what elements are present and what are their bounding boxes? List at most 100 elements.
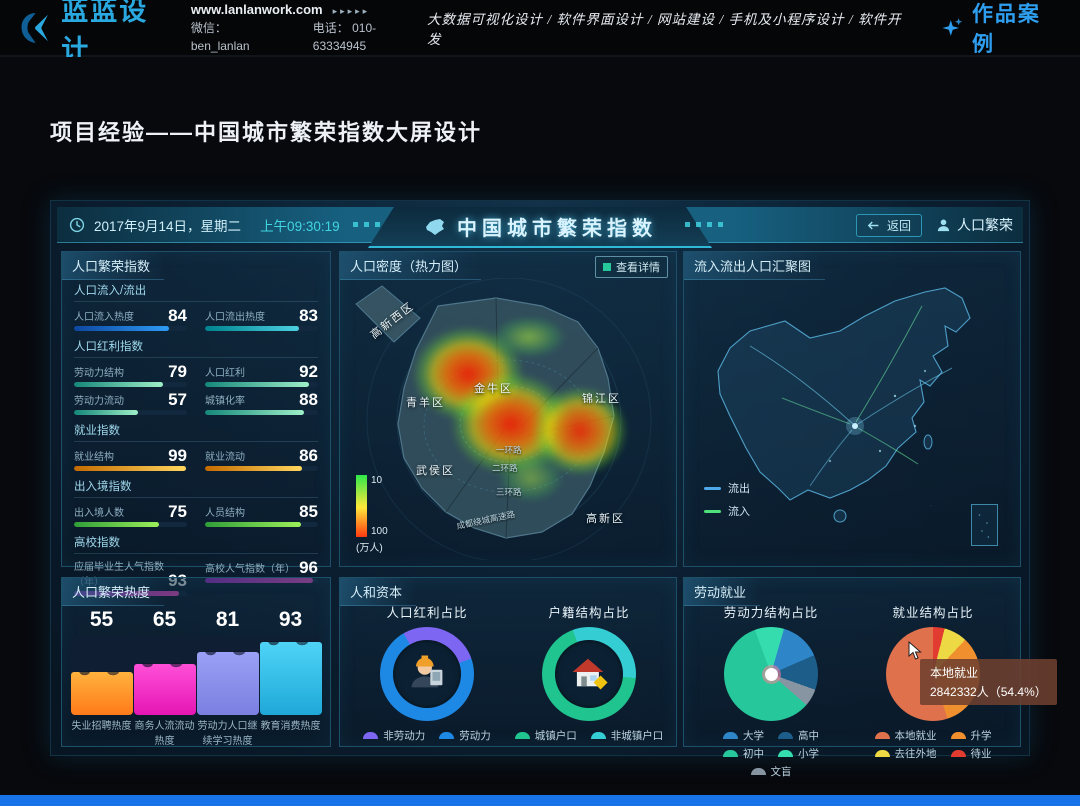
- metric-bar-fill: [74, 382, 164, 387]
- deco-dots-right: [685, 222, 723, 227]
- dashboard-topbar: 2017年9月14日，星期二 上午09:30:19 中国城市繁荣指数: [57, 207, 1023, 248]
- mode-selector[interactable]: 人口繁荣: [936, 215, 1013, 235]
- legend-item: 劳动力: [439, 728, 491, 743]
- contact-block: www.lanlanwork.com ▸▸▸▸▸ 微信： ben_lanlan 电…: [191, 0, 427, 55]
- metric-value: 83: [299, 306, 318, 325]
- legend-swatch: [439, 732, 455, 739]
- panel-title: 流入流出人口汇聚图: [684, 252, 826, 280]
- pie-chart[interactable]: [724, 627, 818, 721]
- district-label: 金牛区: [474, 383, 513, 395]
- pie-chart[interactable]: 本地就业 2842332人（54.4%）: [886, 627, 1057, 721]
- legend-item: 非城镇户口: [590, 728, 663, 743]
- legend-swatch: [950, 750, 966, 757]
- metric-header: 人员结构 85: [205, 503, 318, 520]
- legend-label: 小学: [798, 748, 819, 760]
- metric-label: 城镇化率: [205, 396, 245, 407]
- chart-title: 户籍结构占比: [548, 606, 630, 620]
- china-flow-map[interactable]: 流出 流入: [690, 276, 1014, 560]
- city-heatmap[interactable]: 高新西区 青羊区 金牛区 锦江区 武侯区 高新区 一环路 二环路 三环路 成都绕城高速路 10 1…: [346, 278, 670, 560]
- heat-tanks: 55 失业招聘热度 65 商务人流流动热度 81 劳动力人口继续学习热度 93 教育消费热度: [70, 608, 322, 747]
- metric-bar-fill: [74, 410, 139, 415]
- tank-body: [133, 637, 196, 715]
- tank-value: 81: [215, 608, 240, 631]
- legend-label: 文盲: [770, 766, 792, 778]
- main-area: 项目经验——中国城市繁荣指数大屏设计 2017年9月14日，星期二 上午09:3…: [0, 57, 1080, 806]
- back-button[interactable]: 返回: [855, 213, 922, 237]
- detail-button-icon: [603, 263, 611, 271]
- panel-title: 人口繁荣指数: [62, 252, 165, 280]
- metric-bar-track: [205, 382, 318, 387]
- metric-label: 人口流出热度: [205, 312, 265, 323]
- detail-button-label: 查看详情: [616, 262, 660, 274]
- donut-chart[interactable]: [380, 627, 474, 721]
- phone-label: 电话： 010-63334945: [312, 21, 377, 54]
- tank-fill: [259, 641, 322, 715]
- capital-panel: 人和资本 人口红利占比 非劳动力 劳动力 户籍结构占比 城镇户口 非城镇户口: [339, 577, 677, 747]
- metric-value: 96: [299, 558, 318, 577]
- legend-label: 劳动力: [459, 730, 491, 742]
- heatmap-legend: 10 100 (万人): [356, 475, 388, 554]
- metric-header: 劳动力流动 57: [74, 391, 187, 408]
- tank-value: 93: [278, 608, 303, 631]
- donut-center: [393, 640, 461, 708]
- metric-value: 75: [168, 502, 187, 521]
- portfolio-link[interactable]: 作品案例: [940, 0, 1062, 58]
- legend-swatch: [363, 732, 379, 739]
- metric-bar-track: [205, 326, 318, 331]
- donut-chart-block: 户籍结构占比城镇户口 非城镇户口: [514, 602, 664, 742]
- legend-swatch: [874, 732, 890, 739]
- mode-label: 人口繁荣: [957, 217, 1013, 233]
- metric-label: 出入境人数: [74, 508, 124, 519]
- metric-bar-fill: [74, 466, 186, 471]
- chart-title: 就业结构占比: [892, 606, 974, 620]
- index-section: 出入境指数出入境人数 75 人员结构 85: [74, 474, 318, 527]
- metric: 人口红利 92: [205, 363, 318, 387]
- density-heatmap-panel: 人口密度（热力图） 查看详情: [339, 251, 677, 567]
- legend-label: 待业: [970, 748, 992, 760]
- legend-item: 非劳动力: [363, 728, 425, 743]
- metric-value: 92: [299, 362, 318, 381]
- tank-label: 失业招聘热度: [71, 721, 132, 732]
- website-url[interactable]: www.lanlanwork.com: [190, 1, 323, 17]
- back-label: 返回: [886, 218, 911, 233]
- metric-bar-track: [74, 382, 187, 387]
- legend-swatch: [874, 750, 890, 757]
- metric: 劳动力流动 57: [74, 391, 187, 415]
- section-title: 出入境指数: [74, 474, 318, 498]
- section-metrics: 出入境人数 75 人员结构 85: [74, 503, 318, 527]
- metric-header: 人口流出热度 83: [205, 307, 318, 324]
- legend-swatch: [950, 732, 966, 739]
- district-label: 锦江区: [582, 393, 621, 405]
- heat-tank: 93 教育消费热度: [259, 608, 322, 740]
- metric-header: 就业流动 86: [205, 447, 318, 464]
- portfolio-label: 作品案例: [971, 2, 1041, 56]
- legend-item: 小学: [778, 746, 819, 761]
- flow-legend: 流出 流入: [704, 480, 750, 526]
- lanlan-logo[interactable]: 蓝蓝设计: [18, 0, 175, 67]
- metric-value: 57: [168, 390, 187, 409]
- view-detail-button[interactable]: 查看详情: [595, 256, 668, 278]
- donut-chart[interactable]: [542, 627, 636, 721]
- metric: 人口流入热度 84: [74, 307, 187, 331]
- legend-label: 高中: [798, 730, 819, 742]
- heat-degree-panel: 人口繁荣热度 55 失业招聘热度 65 商务人流流动热度 81 劳动力人口继续学习热度 93…: [61, 577, 331, 747]
- legend-swatch: [723, 750, 738, 757]
- dashboard-title-banner: 中国城市繁荣指数: [368, 207, 712, 248]
- capital-charts: 人口红利占比 非劳动力 劳动力 户籍结构占比 城镇户口 非城镇户口: [346, 602, 670, 742]
- donut-legend: 城镇户口 非城镇户口: [514, 728, 664, 743]
- flow-map-panel: 流入流出人口汇聚图: [683, 251, 1021, 567]
- legend-swatch: [778, 750, 793, 757]
- section-metrics: 劳动力结构 79 人口红利 92 劳动力流动 57 城镇化率 88: [74, 363, 318, 415]
- legend-item: 高中: [778, 728, 819, 743]
- logo-text: 蓝蓝设计: [61, 0, 149, 65]
- heat-tank: 81 劳动力人口继续学习热度: [196, 608, 259, 747]
- legend-swatch: [590, 732, 606, 739]
- tank-fill: [70, 671, 133, 715]
- index-section: 人口红利指数 劳动力结构 79 人口红利 92 劳动力流动 57 城镇化率 88: [74, 334, 318, 415]
- metric-bar-track: [74, 466, 187, 471]
- metric: 人口流出热度 83: [205, 307, 318, 331]
- south-china-sea-inset: [971, 504, 998, 546]
- mouse-cursor-icon: [908, 640, 922, 661]
- pie-tooltip: 本地就业 2842332人（54.4%）: [920, 659, 1057, 705]
- worker-icon: [405, 650, 449, 699]
